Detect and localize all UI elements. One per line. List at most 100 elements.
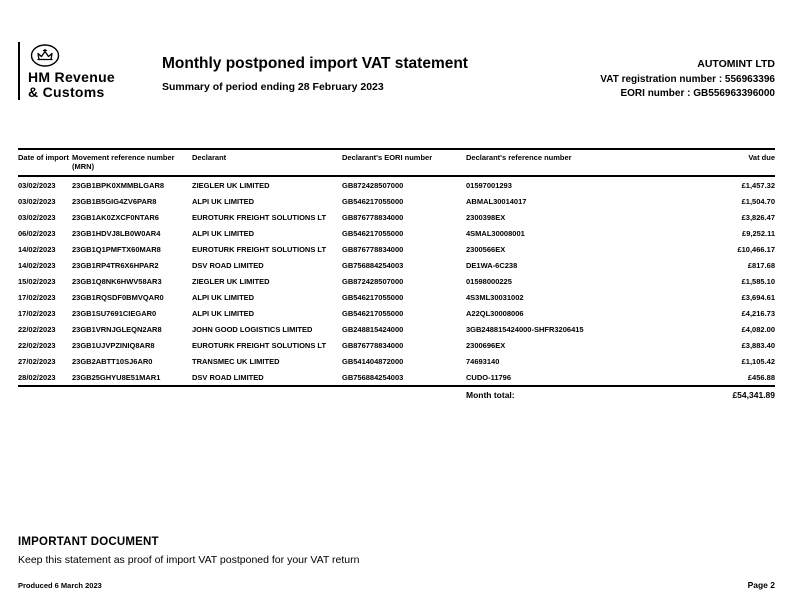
cell-mrn: 23GB1VRNJGLEQN2AR8	[72, 324, 162, 334]
cell-date: 22/02/2023	[18, 340, 56, 350]
produced-date: Produced 6 March 2023	[18, 581, 102, 590]
table-header-row: Date of import Movement reference number…	[18, 148, 775, 177]
col-header-ref: Declarant's reference number	[466, 148, 680, 177]
col-header-declarant: Declarant	[192, 148, 342, 177]
cell-ref: 3GB248815424000-SHFR3206415	[466, 324, 584, 334]
company-name: AUTOMINT LTD	[697, 58, 775, 70]
cell-eori: GB546217055000	[342, 196, 404, 206]
cell-eori: GB546217055000	[342, 308, 404, 318]
table-row: 22/02/2023 23GB1UJVPZINIQ8AR8 EUROTURK FRE…	[18, 337, 775, 353]
table-row: 27/02/2023 23GB2ABTT10SJ6AR0 TRANSMEC UK L…	[18, 353, 775, 369]
cell-eori: GB248815424000	[342, 324, 404, 334]
month-total-value: £54,341.89	[732, 390, 775, 400]
cell-vat: £4,082.00	[741, 324, 775, 334]
cell-vat: £817.68	[747, 260, 775, 270]
table-row: 03/02/2023 23GB1AK0ZXCF0NTAR6 EUROTURK FRE…	[18, 209, 775, 225]
cell-date: 17/02/2023	[18, 292, 56, 302]
cell-eori: GB546217055000	[342, 228, 404, 238]
cell-date: 28/02/2023	[18, 369, 72, 387]
cell-vat: £10,466.17	[737, 244, 775, 254]
eori-number: EORI number : GB556963396000	[620, 88, 775, 99]
cell-eori: GB756884254003	[342, 260, 404, 270]
table-row: 28/02/2023 23GB25GHYU8E51MAR1 DSV ROAD LIM…	[18, 369, 775, 387]
logo-vertical-rule	[18, 42, 20, 100]
cell-date: 27/02/2023	[18, 356, 56, 366]
cell-ref: CUDO-11796	[466, 369, 680, 387]
cell-ref: 74693140	[466, 356, 500, 366]
col-header-mrn: Movement reference number (MRN)	[72, 148, 192, 177]
cell-date: 14/02/2023	[18, 244, 56, 254]
cell-eori: GB546217055000	[342, 292, 404, 302]
cell-vat: £4,216.73	[741, 308, 775, 318]
cell-vat: £1,457.32	[741, 180, 775, 190]
month-total-row: Month total: £54,341.89	[18, 390, 775, 406]
cell-mrn: 23GB1Q1PMFTX60MAR8	[72, 244, 161, 254]
cell-declarant: ALPI UK LIMITED	[192, 196, 255, 206]
cell-vat: £3,883.40	[741, 340, 775, 350]
cell-mrn: 23GB1HDVJ8LB0W0AR4	[72, 228, 161, 238]
cell-declarant: ZIEGLER UK LIMITED	[192, 180, 270, 190]
cell-mrn: 23GB2ABTT10SJ6AR0	[72, 356, 153, 366]
cell-eori: GB876778834000	[342, 340, 404, 350]
col-header-date: Date of import	[18, 148, 72, 177]
logo-text-line1: HM Revenue	[28, 69, 116, 85]
cell-vat: £456.88	[680, 369, 775, 387]
cell-mrn: 23GB1RQSDF0BMVQAR0	[72, 292, 164, 302]
cell-eori: GB541404872000	[342, 356, 404, 366]
title-block: Monthly postponed import VAT statement S…	[162, 55, 542, 93]
page-number: Page 2	[747, 580, 775, 590]
cell-ref: A22QL30008006	[466, 308, 524, 318]
cell-ref: DE1WA-6C238	[466, 260, 518, 270]
cell-mrn: 23GB25GHYU8E51MAR1	[72, 369, 192, 387]
table-row: 06/02/2023 23GB1HDVJ8LB0W0AR4 ALPI UK LIMI…	[18, 225, 775, 241]
cell-mrn: 23GB1SU7691CIEGAR0	[72, 308, 157, 318]
cell-date: 15/02/2023	[18, 276, 56, 286]
cell-declarant: ALPI UK LIMITED	[192, 292, 255, 302]
important-document-heading: IMPORTANT DOCUMENT	[18, 536, 159, 548]
cell-date: 14/02/2023	[18, 260, 56, 270]
cell-mrn: 23GB1AK0ZXCF0NTAR6	[72, 212, 159, 222]
table-row: 14/02/2023 23GB1RP4TR6X6HPAR2 DSV ROAD LIM…	[18, 257, 775, 273]
cell-declarant: DSV ROAD LIMITED	[192, 369, 342, 387]
col-header-vat-due: Vat due	[680, 148, 775, 177]
cell-vat: £9,252.11	[742, 228, 775, 238]
cell-date: 03/02/2023	[18, 212, 56, 222]
cell-ref: 01598000225	[466, 276, 512, 286]
cell-declarant: ALPI UK LIMITED	[192, 308, 255, 318]
cell-mrn: 23GB1BPK0XMMBLGAR8	[72, 180, 165, 190]
cell-mrn: 23GB1UJVPZINIQ8AR8	[72, 340, 155, 350]
cell-vat: £1,504.70	[741, 196, 775, 206]
logo-text-line2: & Customs	[28, 84, 105, 100]
cell-declarant: EUROTURK FREIGHT SOLUTIONS LT	[192, 212, 327, 222]
cell-declarant: DSV ROAD LIMITED	[192, 260, 264, 270]
table-row: 03/02/2023 23GB1BPK0XMMBLGAR8 ZIEGLER UK L…	[18, 176, 775, 193]
cell-eori: GB872428507000	[342, 276, 404, 286]
cell-ref: ABMAL30014017	[466, 196, 527, 206]
cell-eori: GB876778834000	[342, 212, 404, 222]
table-row: 03/02/2023 23GB1B5GIG4ZV6PAR8 ALPI UK LIMI…	[18, 193, 775, 209]
cell-declarant: EUROTURK FREIGHT SOLUTIONS LT	[192, 340, 327, 350]
hmrc-logo: HM Revenue & Customs	[18, 42, 148, 100]
cell-ref: 2300566EX	[466, 244, 506, 254]
cell-ref: 4SMAL30008001	[466, 228, 525, 238]
cell-ref: 2300398EX	[466, 212, 506, 222]
cell-declarant: EUROTURK FREIGHT SOLUTIONS LT	[192, 244, 327, 254]
cell-date: 22/02/2023	[18, 324, 56, 334]
cell-mrn: 23GB1RP4TR6X6HPAR2	[72, 260, 159, 270]
cell-declarant: JOHN GOOD LOGISTICS LIMITED	[192, 324, 313, 334]
cell-eori: GB876778834000	[342, 244, 404, 254]
table-row: 22/02/2023 23GB1VRNJGLEQN2AR8 JOHN GOOD LO…	[18, 321, 775, 337]
cell-declarant: ZIEGLER UK LIMITED	[192, 276, 270, 286]
cell-vat: £1,585.10	[741, 276, 775, 286]
cell-vat: £3,694.61	[741, 292, 775, 302]
cell-declarant: TRANSMEC UK LIMITED	[192, 356, 280, 366]
table-row: 17/02/2023 23GB1SU7691CIEGAR0 ALPI UK LIMI…	[18, 305, 775, 321]
table-row: 14/02/2023 23GB1Q1PMFTX60MAR8 EUROTURK FRE…	[18, 241, 775, 257]
cell-ref: 4S3ML30031002	[466, 292, 524, 302]
cell-mrn: 23GB1Q8NK6HWV58AR3	[72, 276, 162, 286]
cell-eori: GB756884254003	[342, 369, 466, 387]
cell-vat: £1,105.42	[741, 356, 775, 366]
keep-statement-note: Keep this statement as proof of import V…	[18, 554, 360, 566]
cell-date: 06/02/2023	[18, 228, 56, 238]
